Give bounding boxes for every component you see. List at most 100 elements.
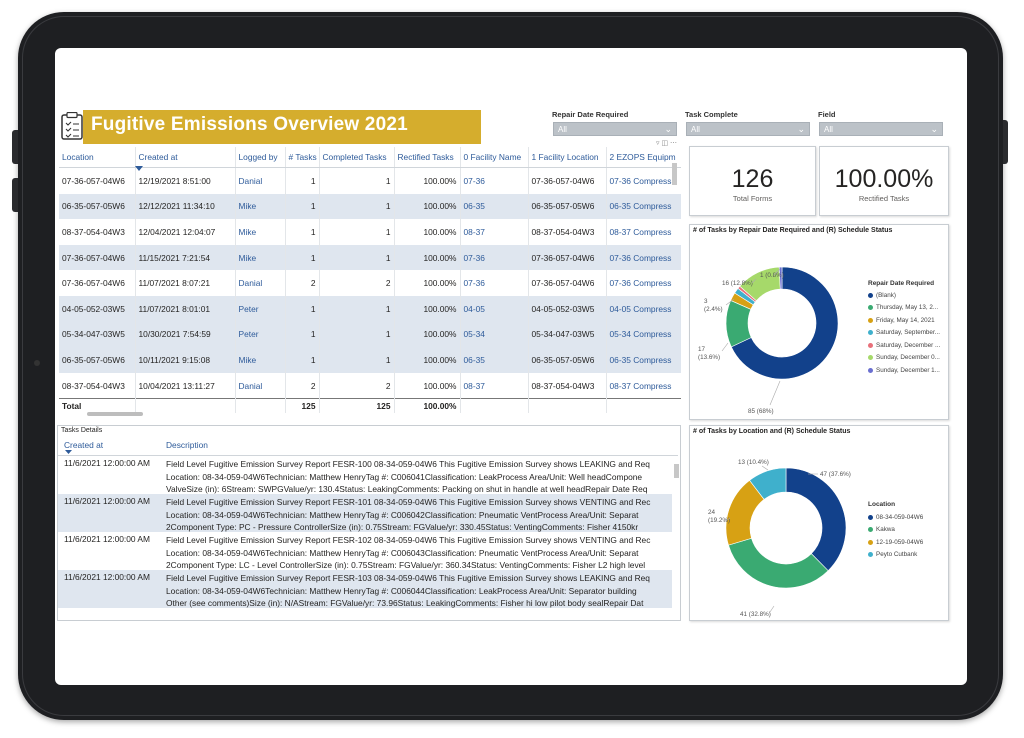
details-column-header[interactable]: Description: [166, 440, 208, 450]
table-cell: 07-36: [460, 167, 529, 194]
legend-marker: [868, 527, 873, 533]
details-description-line: 2Component Type: PC - Pressure Controlle…: [166, 522, 639, 532]
table-row[interactable]: 04-05-052-03W5 11/07/2021 8:01:01 Peter 1 1 1…: [59, 295, 681, 322]
legend-item[interactable]: Kakwa: [868, 524, 923, 537]
legend-marker: [868, 292, 873, 298]
legend-item[interactable]: Thursday, May 13, 2...: [868, 302, 940, 315]
table-cell: 10/11/2021 9:15:08: [135, 347, 236, 373]
table-cell: 10/04/2021 13:11:27: [135, 372, 236, 399]
column-header[interactable]: 1 Facility Location: [528, 147, 607, 168]
column-header[interactable]: 0 Facility Name: [460, 147, 529, 168]
table-cell: 06-35: [460, 193, 529, 220]
legend-item[interactable]: Friday, May 14, 2021: [868, 314, 940, 327]
legend-label: 08-34-059-04W6: [876, 513, 924, 521]
table-cell: 04-05-052-03W5: [59, 295, 136, 322]
table-row[interactable]: 07-36-057-04W6 11/15/2021 7:21:54 Mike 1 1 10…: [59, 244, 681, 271]
table-cell: Mike: [235, 219, 286, 245]
column-header[interactable]: Location: [59, 147, 136, 168]
column-header[interactable]: # Tasks: [285, 147, 320, 168]
label-leader-line: [723, 517, 731, 523]
table-cell: 1: [285, 244, 320, 271]
table-horizontal-scrollbar[interactable]: [87, 412, 143, 416]
legend-item[interactable]: Sunday, December 1...: [868, 364, 940, 377]
donut-slice[interactable]: [749, 467, 787, 500]
table-row[interactable]: 07-36-057-04W6 12/19/2021 8:51:00 Danial 1 1…: [59, 167, 681, 194]
column-header[interactable]: Logged by: [235, 147, 286, 168]
table-cell: 05-34-047-03W5: [528, 321, 607, 348]
details-description-line: Location: 08-34-059-04W6Technician: Matt…: [166, 547, 639, 558]
table-cell: 07-36-057-04W6: [528, 244, 607, 271]
table-row[interactable]: 05-34-047-03W5 10/30/2021 7:54:59 Peter 1 1 1…: [59, 321, 681, 348]
table-cell: 06-35 Compress: [606, 347, 681, 373]
total-cell: [135, 398, 236, 414]
filter-repair-date-dropdown[interactable]: All ⌄: [553, 122, 677, 136]
column-header[interactable]: Rectified Tasks: [394, 147, 461, 168]
details-description-line: Other (see comments)Size (in): N/AStream…: [166, 598, 644, 608]
table-cell: 07-36-057-04W6: [528, 167, 607, 194]
label-leader-line: [769, 605, 775, 613]
details-row[interactable]: 11/6/2021 12:00:00 AM Field Level Fugitiv…: [58, 570, 672, 608]
table-row[interactable]: 06-35-057-05W6 10/11/2021 9:15:08 Mike 1 1 10…: [59, 347, 681, 373]
filter-field-value: All: [824, 125, 833, 134]
details-column-header[interactable]: Created at: [64, 440, 104, 450]
table-cell: 06-35-057-05W6: [528, 347, 607, 373]
donut-slice[interactable]: [728, 537, 829, 589]
chart-legend: 08-34-059-04W6 Kakwa 12-19-059-04W6 Peyto C…: [868, 511, 923, 561]
table-cell: Mike: [235, 347, 286, 373]
column-header[interactable]: 2 EZOPS Equipm: [606, 147, 681, 168]
kpi-card-rectified-tasks: 100.00% Rectified Tasks: [819, 146, 949, 216]
filter-field-dropdown[interactable]: All ⌄: [819, 122, 943, 136]
legend-marker: [868, 317, 873, 323]
label-leader-line: [769, 380, 781, 406]
legend-item[interactable]: Saturday, September...: [868, 327, 940, 340]
details-row[interactable]: 11/6/2021 12:00:00 AM Field Level Fugitiv…: [58, 456, 672, 494]
details-scrollbar[interactable]: [674, 464, 679, 478]
legend-label: Thursday, May 13, 2...: [876, 304, 939, 312]
details-date: 11/6/2021 12:00:00 AM: [64, 458, 150, 468]
table-cell: 05-34: [460, 321, 529, 348]
details-description-line: Location: 08-34-059-04W6Technician: Matt…: [166, 509, 639, 520]
column-header-sorted[interactable]: Created at: [135, 147, 236, 168]
filter-task-complete-label: Task Complete: [685, 110, 738, 119]
table-row[interactable]: 07-36-057-04W6 11/07/2021 8:07:21 Danial 2 2…: [59, 270, 681, 296]
data-label: 24: [708, 509, 716, 516]
label-leader-line: [761, 465, 769, 471]
table-cell: 12/19/2021 8:51:00: [135, 167, 236, 194]
legend-marker: [868, 552, 873, 558]
legend-item[interactable]: Peyto Cutbank: [868, 549, 923, 562]
donut-slice[interactable]: [778, 266, 783, 290]
main-table-container: Location Created at Logged by # Tasks Co…: [59, 147, 681, 417]
legend-item[interactable]: Sunday, December 0...: [868, 352, 940, 365]
details-row[interactable]: 11/6/2021 12:00:00 AM Field Level Fugitiv…: [58, 494, 672, 532]
table-cell: 07-36 Compress: [606, 244, 681, 271]
legend-item[interactable]: (Blank): [868, 289, 940, 302]
legend-item[interactable]: 08-34-059-04W6: [868, 511, 923, 524]
table-cell: 100.00%: [394, 219, 461, 245]
table-cell: 100.00%: [394, 372, 461, 399]
table-row[interactable]: 06-35-057-05W6 12/12/2021 11:34:10 Mike 1 1 1…: [59, 193, 681, 220]
total-cell: 125: [319, 398, 395, 414]
table-row[interactable]: 08-37-054-04W3 10/04/2021 13:11:27 Danial 2…: [59, 372, 681, 399]
data-label: 13 (10.4%): [738, 459, 769, 466]
total-cell: [235, 398, 286, 414]
kpi-value: 126: [731, 165, 774, 193]
table-cell: 08-37-054-04W3: [59, 372, 136, 399]
legend-item[interactable]: 12-19-059-04W6: [868, 536, 923, 549]
table-cell: 2: [285, 372, 320, 399]
clipboard-icon: [61, 112, 83, 140]
filter-repair-date-label: Repair Date Required: [552, 110, 629, 119]
legend-title: Repair Date Required: [868, 280, 935, 287]
chevron-down-icon: ⌄: [664, 124, 672, 134]
total-cell: 100.00%: [394, 398, 461, 414]
table-cell: 08-37 Compress: [606, 372, 681, 399]
details-row[interactable]: 11/6/2021 12:00:00 AM Field Level Fugitiv…: [58, 532, 672, 570]
table-row[interactable]: 08-37-054-04W3 12/04/2021 12:04:07 Mike 1 1 1…: [59, 219, 681, 245]
visual-header-icons[interactable]: ▿ ◫ ⋯: [656, 140, 678, 147]
table-cell: 06-35-057-05W6: [59, 193, 136, 220]
filter-task-complete-dropdown[interactable]: All ⌄: [686, 122, 810, 136]
column-header[interactable]: Completed Tasks: [319, 147, 395, 168]
table-scrollbar[interactable]: [672, 163, 677, 185]
legend-item[interactable]: Saturday, December ...: [868, 339, 940, 352]
donut-slice[interactable]: [730, 266, 839, 380]
donut-slice[interactable]: [785, 467, 847, 572]
